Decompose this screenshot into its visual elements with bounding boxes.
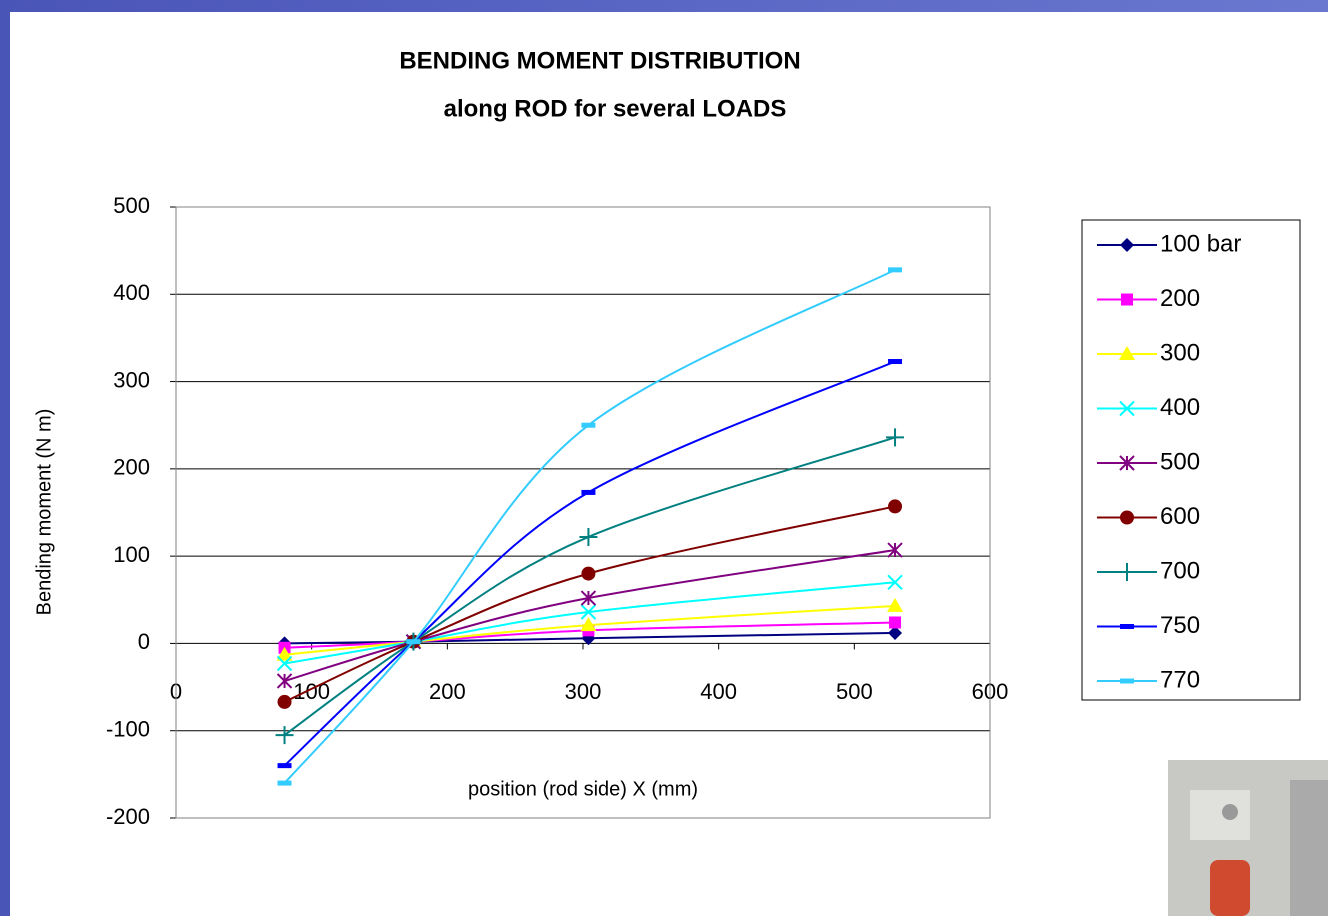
marker <box>1120 679 1134 684</box>
marker <box>888 359 902 364</box>
y-tick-label: 500 <box>113 193 150 218</box>
marker <box>1121 294 1133 306</box>
marker <box>581 567 595 581</box>
photo <box>1168 760 1328 916</box>
marker <box>1120 624 1134 629</box>
y-tick-label: -100 <box>106 717 150 742</box>
marker <box>581 490 595 495</box>
y-tick-label: 0 <box>138 629 150 654</box>
marker <box>888 267 902 272</box>
legend-label: 400 <box>1160 394 1200 421</box>
legend-label: 200 <box>1160 285 1200 312</box>
x-tick-label: 300 <box>565 679 602 704</box>
chart-title: along ROD for several LOADS <box>444 95 787 122</box>
legend-label: 700 <box>1160 557 1200 584</box>
marker <box>278 763 292 768</box>
y-axis-label: Bending moment (N m) <box>33 409 55 616</box>
y-tick-label: -200 <box>106 804 150 829</box>
y-tick-label: 200 <box>113 455 150 480</box>
marker <box>581 423 595 428</box>
legend-label: 600 <box>1160 503 1200 530</box>
y-tick-label: 400 <box>113 280 150 305</box>
legend-label: 750 <box>1160 612 1200 639</box>
marker <box>889 616 901 628</box>
x-tick-label: 200 <box>429 679 466 704</box>
marker <box>278 695 292 709</box>
marker <box>888 499 902 513</box>
page: BENDING MOMENT DISTRIBUTION along ROD fo… <box>0 0 1328 916</box>
x-tick-label: 500 <box>836 679 873 704</box>
chart-title: BENDING MOMENT DISTRIBUTION <box>399 47 800 74</box>
legend-label: 300 <box>1160 339 1200 366</box>
y-tick-label: 300 <box>113 367 150 392</box>
x-tick-label: 400 <box>700 679 737 704</box>
marker <box>1120 511 1134 525</box>
legend-label: 100 bar <box>1160 230 1241 257</box>
y-tick-label: 100 <box>113 542 150 567</box>
legend-label: 500 <box>1160 448 1200 475</box>
legend-label: 770 <box>1160 666 1200 693</box>
marker <box>406 639 420 644</box>
x-axis-label: position (rod side) X (mm) <box>468 778 698 800</box>
chart: BENDING MOMENT DISTRIBUTION along ROD fo… <box>0 0 1328 916</box>
marker <box>278 781 292 786</box>
